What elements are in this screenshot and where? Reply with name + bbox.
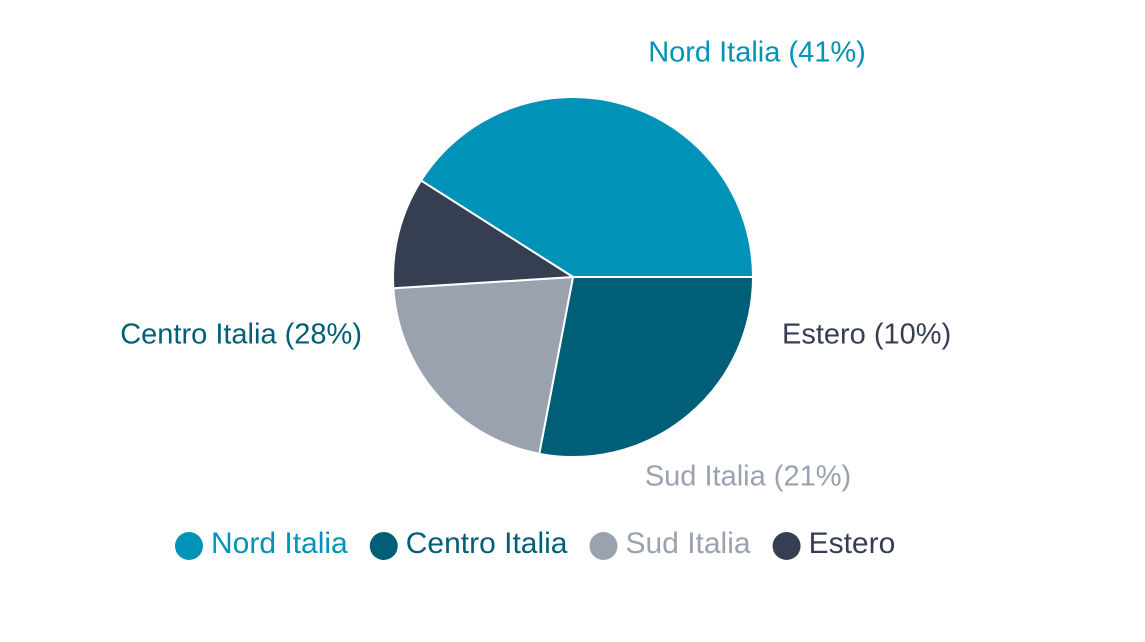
legend-item-sud-italia[interactable]: Sud Italia — [589, 527, 751, 560]
pie-slice-sud-italia[interactable] — [392, 276, 574, 455]
legend-label: Estero — [809, 527, 896, 560]
legend-item-estero[interactable]: Estero — [772, 527, 896, 560]
legend-label: Centro Italia — [406, 527, 568, 560]
legend-item-centro-italia[interactable]: Centro Italia — [369, 527, 568, 560]
pie-slices — [392, 96, 754, 458]
legend-marker — [369, 532, 398, 560]
slice-label-sud-italia: Sud Italia (21%) — [645, 461, 851, 493]
legend-item-nord-italia[interactable]: Nord Italia — [175, 527, 348, 560]
legend: Nord Italia Centro Italia Sud Italia Estero — [175, 527, 895, 560]
slice-label-nord-italia: Nord Italia (41%) — [648, 37, 866, 69]
slice-labels: Nord Italia (41%) Centro Italia (28%) Sud … — [120, 37, 951, 493]
slice-label-centro-italia: Centro Italia (28%) — [120, 319, 362, 351]
legend-marker — [175, 532, 203, 560]
slice-label-estero: Estero (10%) — [782, 319, 951, 351]
pie-slice-centro-italia[interactable] — [538, 276, 754, 458]
legend-marker — [589, 532, 618, 560]
legend-marker — [772, 532, 801, 560]
legend-label: Sud Italia — [625, 527, 750, 560]
legend-label: Nord Italia — [211, 527, 348, 560]
pie-slice-nord-italia[interactable] — [420, 96, 754, 278]
pie-slice-estero[interactable] — [392, 179, 574, 290]
